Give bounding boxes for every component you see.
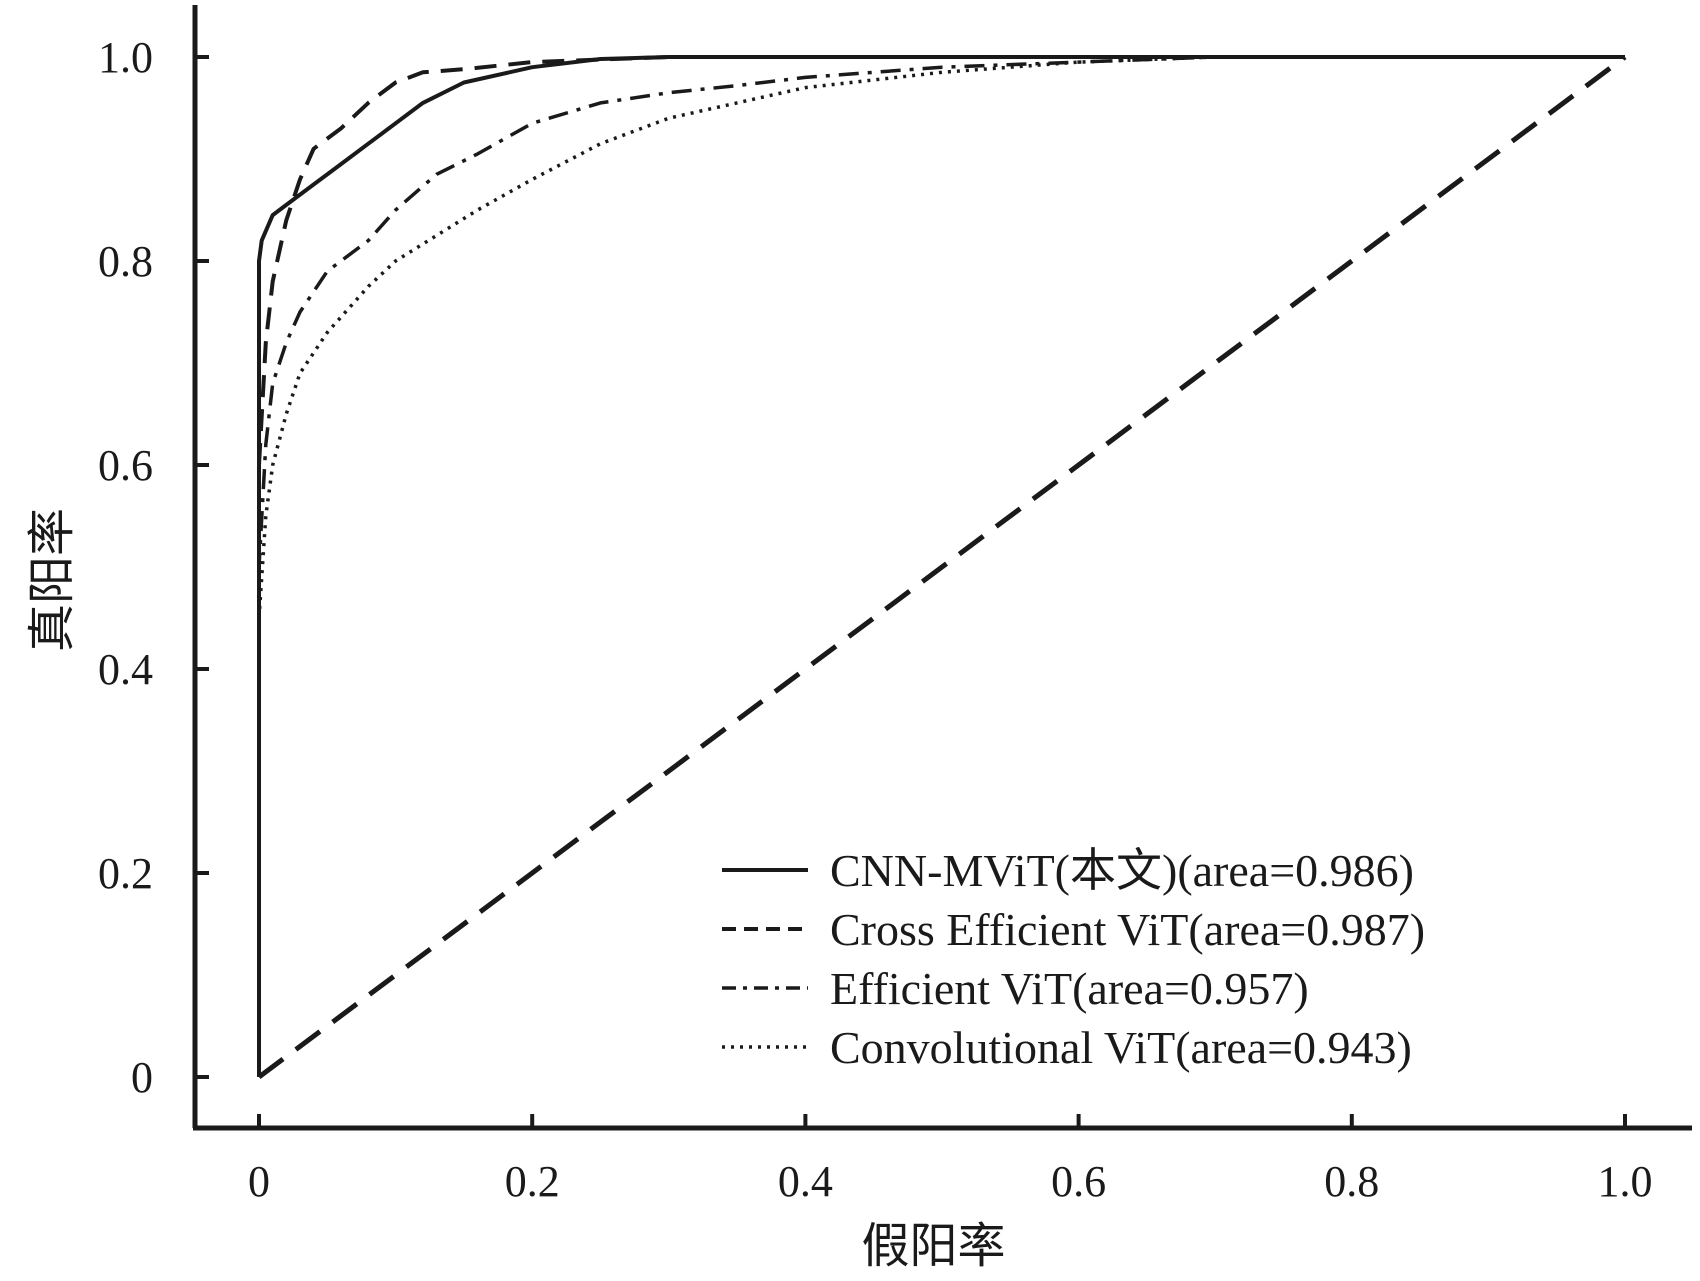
y-tick-label: 0.2 [98, 849, 153, 898]
x-axis-title: 假阳率 [861, 1220, 1005, 1273]
chance-diagonal-line [257, 54, 1627, 1080]
y-tick-label: 1.0 [98, 33, 153, 82]
series-line-3 [257, 55, 1625, 1077]
x-tick-label: 0.8 [1324, 1157, 1379, 1206]
y-tick-label: 0.6 [98, 441, 153, 490]
y-tick-label: 0 [131, 1053, 153, 1102]
series-line-1 [257, 55, 1625, 1077]
series-lines [257, 54, 1627, 1080]
y-tick-label: 0.4 [98, 645, 153, 694]
legend-label-0: CNN-MViT(本文)(area=0.986) [830, 845, 1414, 896]
x-tick-label: 1.0 [1598, 1157, 1653, 1206]
x-tick-label: 0.6 [1051, 1157, 1106, 1206]
axes: 0 0 0.2 0.2 0.4 0.4 0.6 0.6 0.8 0.8 1.0 1.0 假阳率 真阳率 [26, 5, 1692, 1273]
x-tick-label: 0.4 [778, 1157, 833, 1206]
y-tick-label: 0.8 [98, 237, 153, 286]
legend-label-2: Efficient ViT(area=0.957) [830, 963, 1309, 1014]
legend: CNN-MViT(本文)(area=0.986) Cross Efficient … [722, 845, 1425, 1073]
x-tick-label: 0 [248, 1157, 270, 1206]
legend-label-3: Convolutional ViT(area=0.943) [830, 1022, 1412, 1073]
x-tick-label: 0.2 [505, 1157, 560, 1206]
legend-label-1: Cross Efficient ViT(area=0.987) [830, 904, 1425, 955]
y-axis-title: 真阳率 [26, 508, 79, 652]
series-line-2 [257, 55, 1625, 1077]
